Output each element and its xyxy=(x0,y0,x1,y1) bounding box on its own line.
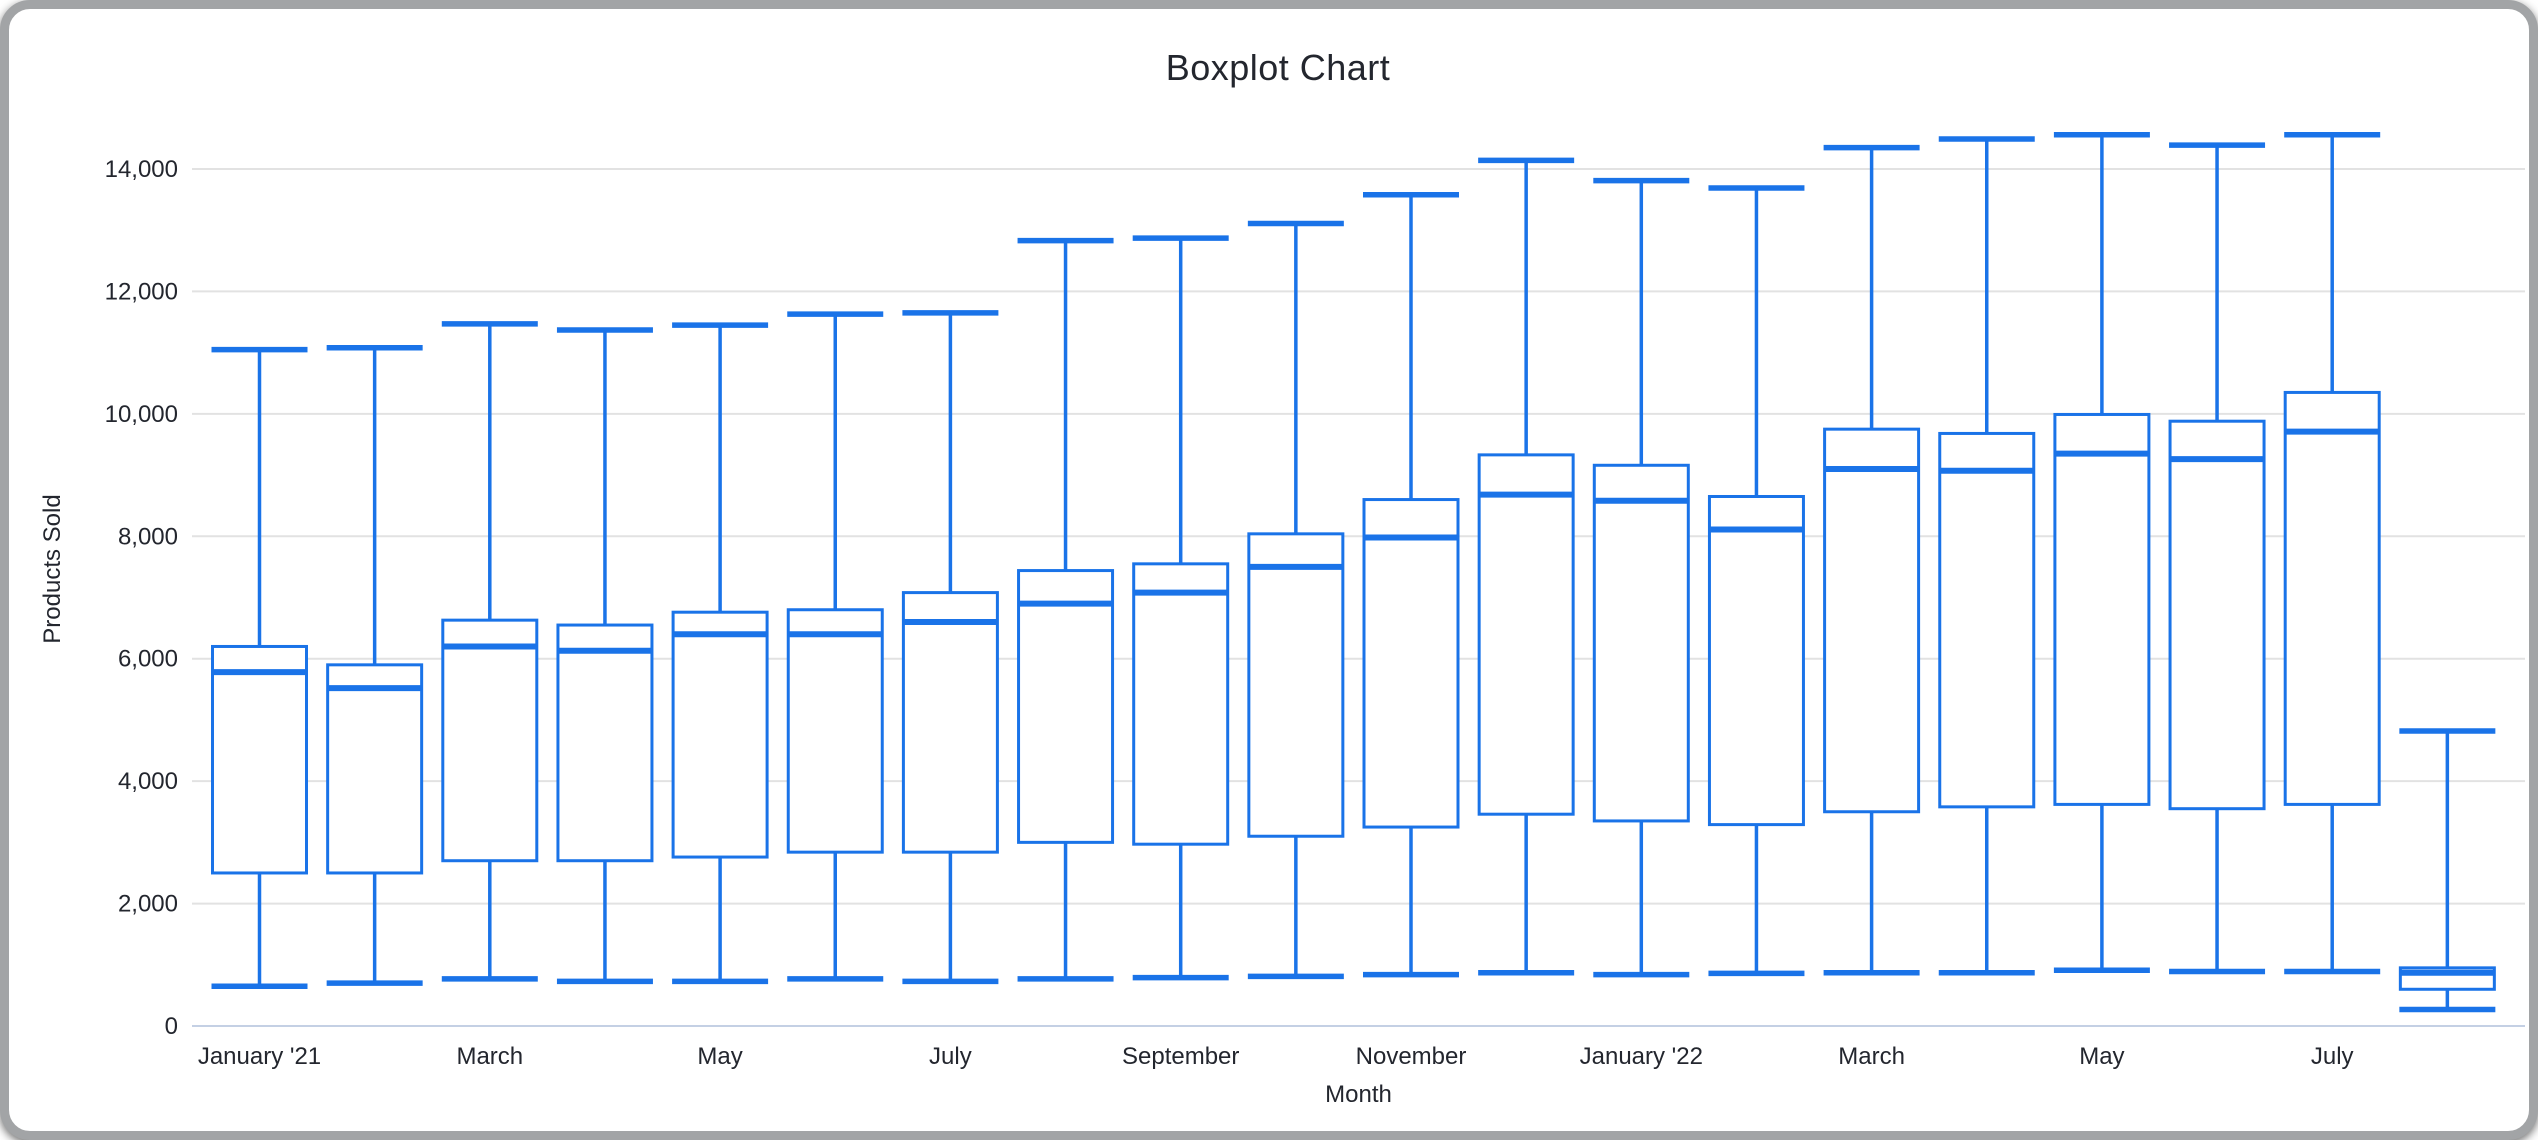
y-tick-label: 12,000 xyxy=(105,278,178,305)
iqr-box xyxy=(1247,532,1345,838)
x-tick-label: July xyxy=(929,1043,972,1070)
boxplot-november-21[interactable] xyxy=(1362,191,1460,978)
boxplot-april-21[interactable] xyxy=(556,327,654,985)
iqr-box xyxy=(786,608,884,854)
y-tick-label: 0 xyxy=(165,1013,178,1040)
iqr-box xyxy=(2168,419,2266,811)
y-tick-label: 8,000 xyxy=(118,523,178,550)
boxplot-august-21[interactable] xyxy=(1017,237,1115,982)
boxplot-may-22[interactable] xyxy=(2053,131,2151,974)
x-tick-label: March xyxy=(456,1043,523,1070)
iqr-box xyxy=(211,644,308,875)
y-tick-label: 14,000 xyxy=(105,156,178,183)
x-tick-label: March xyxy=(1838,1043,1905,1070)
iqr-box xyxy=(1362,498,1460,829)
x-tick-label: July xyxy=(2311,1043,2354,1070)
iqr-box xyxy=(556,623,654,863)
iqr-box xyxy=(1938,431,2036,809)
iqr-box xyxy=(1132,562,1230,846)
x-tick-label: November xyxy=(1356,1043,1467,1070)
boxplot-march-22[interactable] xyxy=(1823,144,1921,976)
boxplot-june-21[interactable] xyxy=(786,311,884,982)
iqr-box xyxy=(1823,427,1921,814)
y-tick-label: 2,000 xyxy=(118,891,178,918)
boxplot-february-21[interactable] xyxy=(326,344,424,986)
y-tick-label: 10,000 xyxy=(105,401,178,428)
boxplot-december-21[interactable] xyxy=(1477,157,1575,976)
iqr-box xyxy=(326,663,424,875)
boxplot-may-21[interactable] xyxy=(671,322,769,985)
iqr-box xyxy=(441,618,539,863)
boxplot-february-22[interactable] xyxy=(1707,185,1805,977)
chart-title: Boxplot Chart xyxy=(1165,47,1391,88)
boxplot-january-22[interactable] xyxy=(1592,177,1690,978)
iqr-box xyxy=(1707,494,1805,827)
y-tick-label: 4,000 xyxy=(118,768,178,795)
boxplot-october-21[interactable] xyxy=(1247,220,1345,980)
boxplot-april-22[interactable] xyxy=(1938,136,2036,976)
boxplot-january-21[interactable] xyxy=(211,346,308,989)
x-tick-label: January '21 xyxy=(198,1043,321,1070)
x-tick-label: September xyxy=(1122,1043,1239,1070)
x-axis-title: Month xyxy=(1325,1081,1392,1108)
y-tick-label: 6,000 xyxy=(118,646,178,673)
boxplot-march-21[interactable] xyxy=(441,321,539,982)
iqr-box xyxy=(1477,453,1575,816)
boxplot-june-22[interactable] xyxy=(2168,142,2266,975)
x-tick-label: May xyxy=(697,1043,742,1070)
iqr-box xyxy=(1592,463,1690,823)
boxplot-september-21[interactable] xyxy=(1132,235,1230,981)
x-tick-label: May xyxy=(2079,1043,2124,1070)
boxplot-plot-area[interactable]: 0 2,000 4,000 6,000 8,000 10,000 12,000 14,000 J… xyxy=(9,9,2538,1140)
x-tick-label: January '22 xyxy=(1580,1043,1703,1070)
iqr-box xyxy=(2283,390,2381,806)
iqr-box xyxy=(1017,569,1115,844)
iqr-box xyxy=(671,610,769,859)
boxplot-july-21[interactable] xyxy=(901,310,999,985)
boxplot-august-22[interactable] xyxy=(2398,728,2496,1013)
iqr-box xyxy=(2053,412,2151,806)
y-axis-title-text: Products Sold xyxy=(39,494,66,644)
iqr-box xyxy=(901,591,999,854)
boxplot-july-22[interactable] xyxy=(2283,131,2381,975)
